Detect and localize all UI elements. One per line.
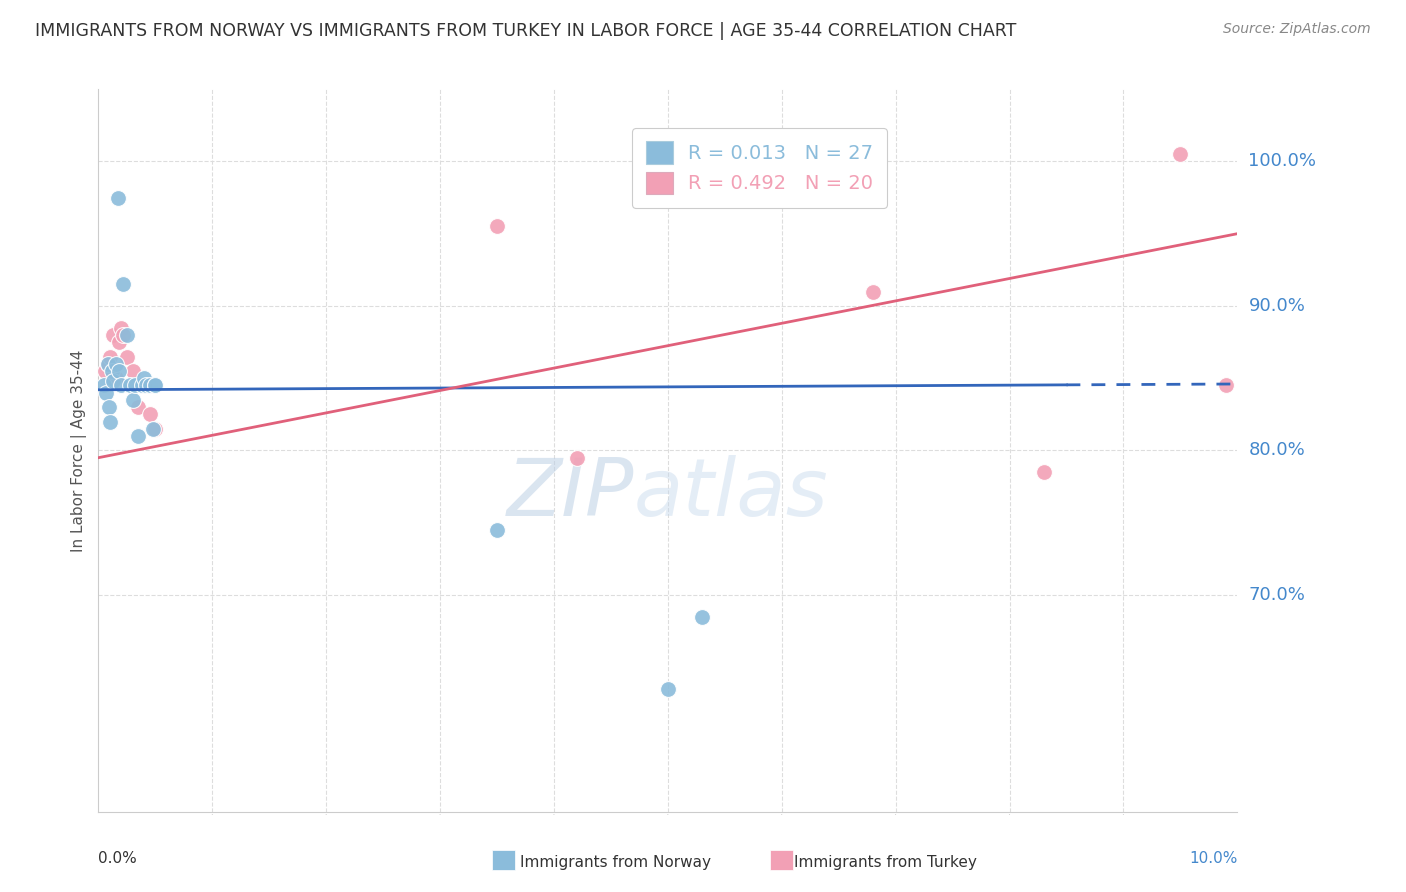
Point — [115, 327, 138, 342]
Point — [104, 357, 127, 371]
Point — [127, 400, 149, 414]
Text: 0.0%: 0.0% — [98, 851, 138, 865]
Point — [132, 371, 155, 385]
Point — [94, 364, 117, 378]
Point — [121, 364, 143, 378]
Point — [120, 378, 142, 392]
Point — [486, 523, 509, 537]
Text: Source: ZipAtlas.com: Source: ZipAtlas.com — [1223, 22, 1371, 37]
Point — [96, 357, 118, 371]
Point — [127, 429, 149, 443]
Point — [101, 364, 124, 378]
Text: 80.0%: 80.0% — [1249, 442, 1305, 459]
Point — [657, 681, 679, 696]
Point — [131, 378, 153, 392]
Point — [132, 378, 155, 392]
Text: atlas: atlas — [634, 455, 828, 533]
Point — [96, 357, 118, 371]
Point — [690, 609, 713, 624]
Point — [121, 392, 143, 407]
Point — [565, 450, 588, 465]
Point — [1170, 147, 1192, 161]
Point — [98, 415, 121, 429]
Text: 90.0%: 90.0% — [1249, 297, 1305, 315]
Legend: R = 0.013   N = 27, R = 0.492   N = 20: R = 0.013 N = 27, R = 0.492 N = 20 — [633, 128, 887, 208]
Text: IMMIGRANTS FROM NORWAY VS IMMIGRANTS FROM TURKEY IN LABOR FORCE | AGE 35-44 CORR: IMMIGRANTS FROM NORWAY VS IMMIGRANTS FRO… — [35, 22, 1017, 40]
Point — [486, 219, 509, 234]
Point — [103, 327, 125, 342]
Point — [145, 378, 167, 392]
Point — [115, 350, 138, 364]
Y-axis label: In Labor Force | Age 35-44: In Labor Force | Age 35-44 — [72, 350, 87, 551]
Point — [112, 277, 135, 292]
Text: ZIP: ZIP — [506, 455, 634, 533]
Point — [112, 327, 135, 342]
Point — [108, 364, 131, 378]
Point — [1032, 465, 1054, 479]
Point — [138, 407, 160, 422]
Point — [98, 350, 121, 364]
Point — [138, 378, 160, 392]
Point — [97, 400, 120, 414]
Point — [1215, 378, 1237, 392]
Point — [145, 422, 167, 436]
Point — [135, 378, 157, 392]
Point — [93, 378, 115, 392]
Point — [145, 378, 167, 392]
Point — [108, 335, 131, 350]
Point — [110, 378, 132, 392]
Text: Immigrants from Turkey: Immigrants from Turkey — [794, 855, 977, 870]
Text: 10.0%: 10.0% — [1189, 851, 1237, 865]
Text: Immigrants from Norway: Immigrants from Norway — [520, 855, 711, 870]
Point — [96, 385, 118, 400]
Point — [110, 320, 132, 334]
Text: 70.0%: 70.0% — [1249, 586, 1305, 604]
Text: 100.0%: 100.0% — [1249, 153, 1316, 170]
Point — [103, 374, 125, 388]
Point — [142, 422, 165, 436]
Point — [104, 371, 127, 385]
Point — [862, 285, 884, 299]
Point — [124, 378, 146, 392]
Point — [107, 191, 129, 205]
